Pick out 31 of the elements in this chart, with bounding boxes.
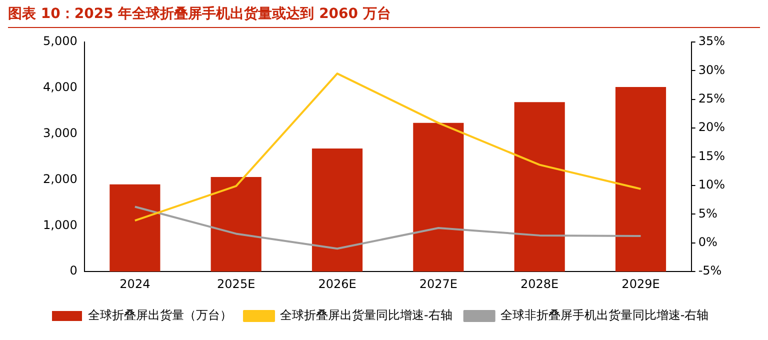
y2-tick-label: -5% [698,264,722,278]
y-tick-label: 0 [70,264,78,278]
y-tick-label: 2,000 [42,172,78,186]
y2-tick-label: 35% [698,34,725,48]
x-tick-label: 2024 [120,276,150,291]
bar [110,184,160,272]
x-tick-label: 2025E [217,276,256,291]
y2-tick-label: 20% [698,120,725,134]
legend-label: 全球折叠屏出货量同比增速-右轴 [280,308,452,322]
x-tick-label: 2028E [520,276,559,291]
y-tick-label: 4,000 [42,80,78,94]
legend-label: 全球非折叠屏手机出货量同比增速-右轴 [500,308,709,322]
x-tick-label: 2029E [622,276,660,291]
x-tick-label: 2027E [419,276,458,291]
y2-tick-label: 5% [698,206,718,220]
y-tick-label: 5,000 [42,34,78,48]
chart-title: 图表 10：2025 年全球折叠屏手机出货量或达到 2060 万台 [8,4,760,28]
bar [413,122,464,272]
y2-tick-label: 25% [698,92,725,106]
bar [312,148,363,272]
y2-tick-label: 10% [698,178,725,192]
y2-tick-label: 0% [698,235,718,250]
bar [210,177,262,272]
legend-label: 全球折叠屏出货量（万台） [88,308,232,322]
y-tick-label: 1,000 [42,218,78,232]
bar [615,87,666,272]
x-tick-label: 2026E [318,276,356,291]
y2-tick-label: 30% [698,62,725,77]
y2-tick-label: 15% [698,148,725,163]
bar [514,102,565,272]
y-tick-label: 3,000 [42,126,78,140]
